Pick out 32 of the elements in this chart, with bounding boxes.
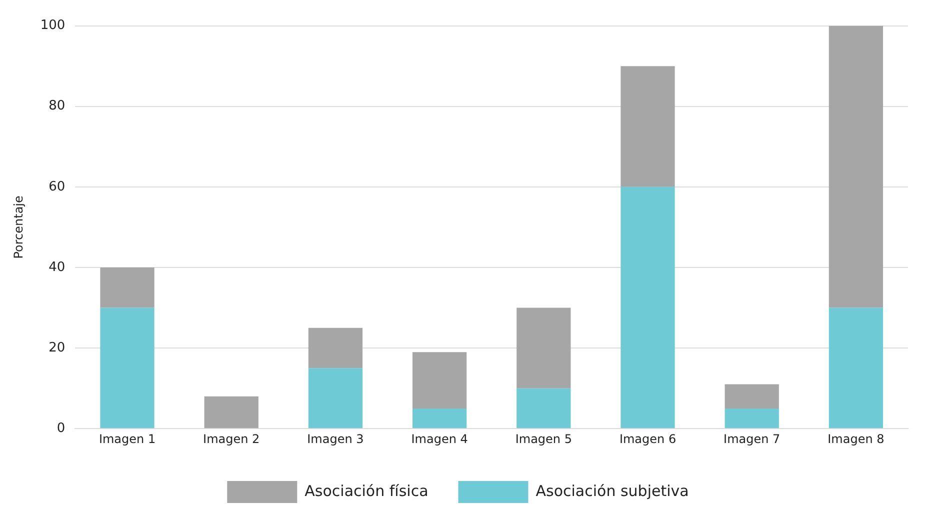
bar — [308, 328, 363, 368]
bar — [100, 308, 154, 428]
bar — [412, 408, 467, 428]
x-tick-label: Imagen 7 — [724, 432, 780, 446]
y-tick-label: 60 — [48, 179, 66, 194]
bar — [828, 26, 884, 308]
x-tick-label: Imagen 2 — [203, 432, 260, 446]
bar — [516, 388, 571, 428]
y-axis-title: Porcentaje — [11, 196, 26, 259]
y-tick-label: 80 — [48, 98, 66, 114]
bar — [100, 267, 154, 308]
y-tick-label: 20 — [48, 340, 66, 356]
bar — [724, 384, 779, 408]
bar — [620, 66, 675, 187]
y-tick-label: 40 — [48, 260, 66, 275]
bar — [516, 308, 571, 388]
bar — [828, 308, 884, 428]
x-tick-label: Imagen 6 — [619, 432, 676, 446]
legend-label: Asociación física — [304, 482, 428, 500]
bar — [412, 352, 467, 408]
x-tick-label: Imagen 1 — [98, 432, 156, 446]
y-tick-label: 100 — [40, 18, 66, 34]
bar — [620, 186, 675, 428]
bar — [308, 368, 363, 428]
bar — [204, 396, 258, 428]
x-tick-label: Imagen 5 — [515, 432, 572, 446]
legend-label: Asociación subjetiva — [536, 482, 689, 500]
bar — [724, 408, 779, 428]
y-tick-label: 0 — [56, 420, 66, 436]
x-tick-label: Imagen 8 — [828, 432, 884, 446]
x-tick-label: Imagen 3 — [307, 432, 364, 446]
x-tick-label: Imagen 4 — [411, 432, 468, 446]
